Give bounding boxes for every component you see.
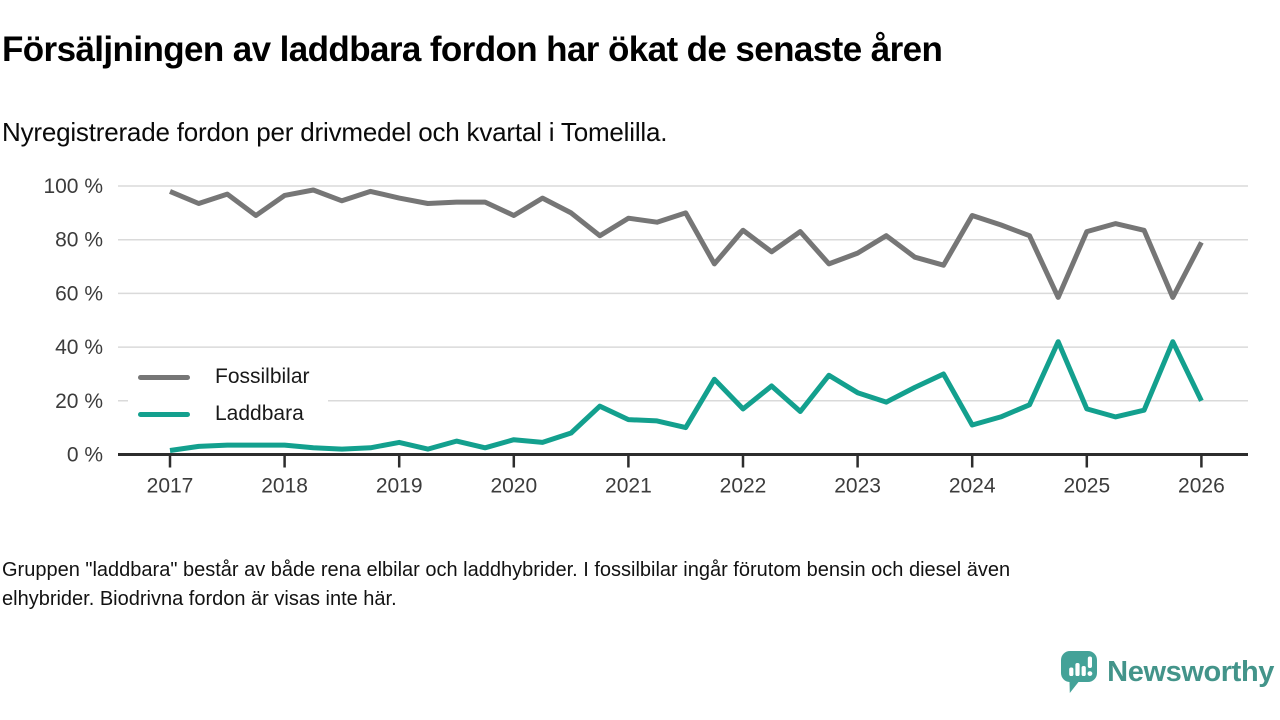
laddbara-line <box>169 339 1204 453</box>
x-axis-label: 2020 <box>490 475 537 498</box>
logo-bar-tall <box>1075 663 1080 676</box>
logo-bar-small <box>1069 667 1074 676</box>
x-axis-label: 2022 <box>720 475 767 498</box>
fossilbilar-line <box>169 187 1204 300</box>
line-chart-canvas: 0 % 20 % 40 % 60 % 80 % 100 % 2017 2018 2019 2020… <box>43 175 1248 498</box>
logo-bar-medium <box>1081 666 1086 676</box>
x-axis-label: 2019 <box>376 475 423 498</box>
y-axis-label: 60 % <box>55 282 103 305</box>
footnote-line-1: Gruppen "laddbara" består av både rena e… <box>2 559 1011 581</box>
newsworthy-logo-text: Newsworthy <box>1107 656 1274 688</box>
newsworthy-bubble-icon <box>1061 651 1098 693</box>
chart-title: Försäljningen av laddbara fordon har öka… <box>2 30 943 69</box>
x-axis-label: 2023 <box>834 475 881 498</box>
chart-footnote: Gruppen "laddbara" består av både rena e… <box>2 556 1262 614</box>
line-chart: 0 % 20 % 40 % 60 % 80 % 100 % 2017 2018 2019 2020… <box>0 170 1280 500</box>
legend-item-laddbara: Laddbara <box>138 399 310 429</box>
footnote-line-2: elhybrider. Biodrivna fordon är visas in… <box>2 588 397 610</box>
x-axis-label: 2017 <box>147 475 194 498</box>
legend-item-fossilbilar: Fossilbilar <box>138 362 310 392</box>
x-axis-label: 2021 <box>605 475 652 498</box>
legend-label-laddbara: Laddbara <box>215 402 304 425</box>
fossilbilar-swatch <box>138 374 190 380</box>
y-axis-label: 20 % <box>55 390 103 413</box>
chart-subtitle: Nyregistrerade fordon per drivmedel och … <box>2 117 668 147</box>
y-axis-label: 40 % <box>55 336 103 359</box>
newsworthy-logo: Newsworthy <box>1061 651 1274 694</box>
x-axis-label: 2025 <box>1063 475 1110 498</box>
logo-exclamation-stem <box>1087 656 1093 668</box>
y-axis-label: 80 % <box>55 229 103 252</box>
x-axis-label: 2018 <box>261 475 308 498</box>
x-axis-label: 2026 <box>1178 475 1225 498</box>
y-axis-label: 0 % <box>67 444 103 467</box>
chart-legend: Fossilbilar Laddbara <box>128 357 328 436</box>
logo-exclamation-dot <box>1087 671 1093 676</box>
x-axis-label: 2024 <box>949 475 996 498</box>
y-axis-label: 100 % <box>43 175 103 198</box>
laddbara-swatch <box>138 411 190 417</box>
legend-label-fossilbilar: Fossilbilar <box>215 365 310 388</box>
